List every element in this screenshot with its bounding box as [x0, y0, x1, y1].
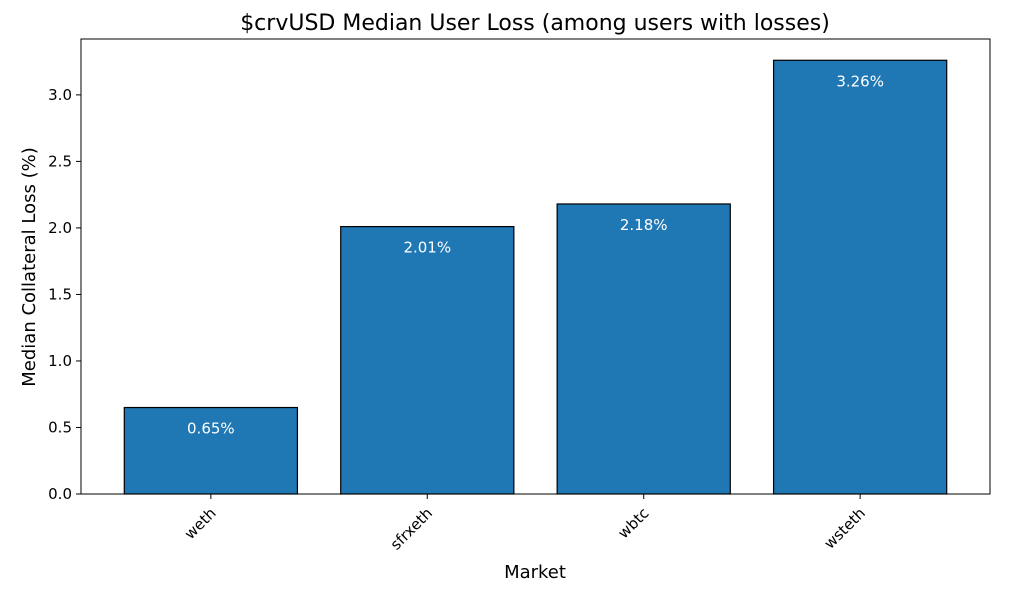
- x-tick-label-wbtc: wbtc: [614, 504, 652, 542]
- bar-value-label-wsteth: 3.26%: [836, 72, 884, 90]
- bar-weth: [123, 406, 299, 495]
- y-axis-ticks: 0.0 0.5 1.0 1.5 2.0 2.5 3.0: [48, 86, 81, 503]
- y-tick-label: 2.5: [48, 152, 72, 170]
- x-tick-label-wsteth: wsteth: [820, 504, 869, 553]
- y-tick-label: 1.0: [48, 352, 72, 370]
- chart-title: $crvUSD Median User Loss (among users wi…: [240, 11, 830, 36]
- bar-wbtc: [556, 203, 731, 495]
- x-axis-label: Market: [504, 562, 566, 583]
- bar-sfrxeth: [340, 225, 515, 495]
- bar-value-label-sfrxeth: 2.01%: [403, 239, 451, 257]
- x-axis-ticks: weth sfrxeth wbtc wsteth: [181, 494, 869, 554]
- y-tick-label: 0.5: [48, 418, 72, 436]
- y-tick-label: 1.5: [48, 285, 72, 303]
- bars-group: [123, 59, 948, 495]
- x-tick-label-weth: weth: [181, 504, 220, 543]
- bar-value-label-wbtc: 2.18%: [620, 216, 668, 234]
- y-axis-label: Median Collateral Loss (%): [19, 147, 40, 386]
- bar-labels-group: 0.65% 2.01% 2.18% 3.26%: [187, 72, 884, 437]
- y-tick-label: 2.0: [48, 219, 72, 237]
- bar-value-label-weth: 0.65%: [187, 420, 235, 438]
- x-tick-label-sfrxeth: sfrxeth: [387, 504, 436, 553]
- y-tick-label: 3.0: [48, 86, 72, 104]
- bar-wsteth: [772, 59, 948, 495]
- y-tick-label: 0.0: [48, 485, 72, 503]
- plot-area-frame: [80, 38, 991, 495]
